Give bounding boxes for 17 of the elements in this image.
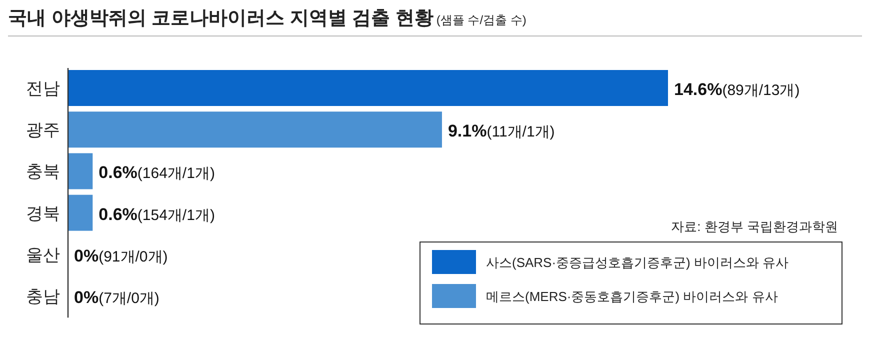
data-label: 0.6%(154개/1개) (98, 204, 215, 224)
data-label: 0.6%(164개/1개) (98, 163, 215, 182)
text: 자료: 환경부 국립환경과학원 (671, 219, 838, 234)
y-tick-label: 충남 (26, 287, 60, 306)
data-label: 14.6%(89개/13개) (674, 80, 800, 99)
legend-label: 사스(SARS·중증급성호흡기증후군) 바이러스와 유사 (486, 255, 789, 270)
y-tick-label: 광주 (26, 120, 60, 140)
y-tick-label: 경북 (26, 204, 60, 223)
data-label: 0%(7개/0개) (74, 288, 160, 307)
chart-title: 국내 야생박쥐의 코로나바이러스 지역별 검출 현황 (8, 8, 434, 29)
chart-subtitle: (샘플 수/검출 수) (436, 13, 526, 27)
y-tick-label: 충북 (26, 162, 60, 182)
data-label: 0%(91개/0개) (74, 246, 168, 266)
data-label: 9.1%(11개/1개) (448, 122, 555, 141)
legend-label: 메르스(MERS·중동호흡기증후군) 바이러스와 유사 (486, 289, 778, 304)
y-tick-label: 울산 (26, 245, 60, 264)
y-tick-label: 전남 (26, 79, 60, 98)
